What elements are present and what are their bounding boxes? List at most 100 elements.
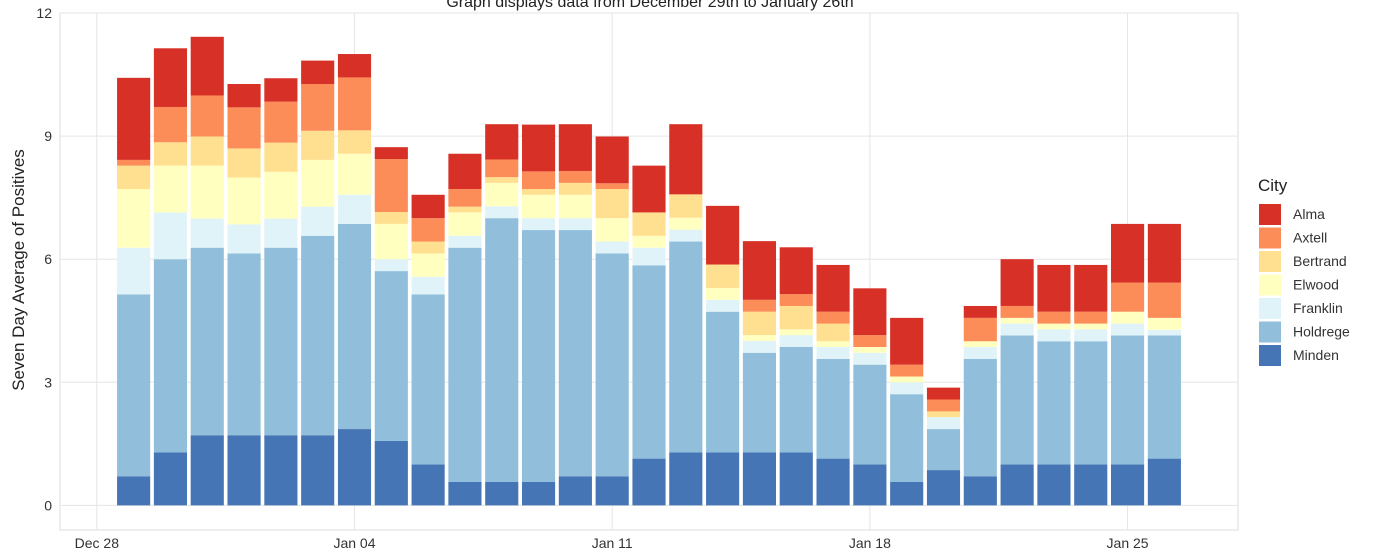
bar-segment [963,341,997,347]
bar-segment [1074,329,1108,342]
bar-segment [1037,464,1071,506]
bar-segment [227,177,261,225]
bar-segment [1000,323,1034,336]
bar-segment [190,136,224,166]
bar-segment [669,229,703,242]
bar-segment [816,311,850,324]
bar-segment [1110,311,1145,324]
bar-segment [227,83,261,108]
bar-segment [742,335,777,341]
bar-segment [117,189,151,248]
bar-segment [190,247,224,436]
bar-segment [779,247,813,295]
bar-segment [1147,329,1181,336]
bar-segment [337,77,372,131]
bar-segment [227,107,261,149]
x-tick-label: Jan 11 [592,535,633,551]
bar-segment [337,429,372,506]
bar-segment [374,259,408,272]
bar-segment [448,212,482,236]
bar-segment [190,435,224,506]
bar-segment [301,235,335,436]
bar-segment [337,194,372,224]
legend-title: City [1258,176,1288,195]
bar-segment [890,481,924,506]
bar-segment [595,253,629,477]
bar-segment [264,218,298,248]
bar-segment [963,346,997,359]
bar-segment [411,194,445,219]
bar-segment [485,177,519,183]
bar-segment [816,341,850,347]
bar-segment [595,218,629,242]
bar-segment [485,182,519,207]
bar-segment [558,182,592,195]
legend-label: Minden [1293,347,1339,363]
bar-segment [411,464,445,506]
bar-segment [1147,282,1181,318]
bar-segment [1000,317,1034,324]
bar-segment [190,218,224,248]
x-tick-label: Jan 25 [1107,535,1149,551]
bar-segment [779,329,813,336]
bar-segment [153,452,188,506]
bar-segment [816,346,850,359]
bar-segment [742,299,777,312]
bar-segment [816,264,850,312]
bar-segment [337,130,372,154]
bar-segment [374,147,408,160]
bar-segment [779,294,813,306]
bar-segment [669,124,703,195]
bar-segment [374,223,408,260]
bar-segment [963,476,997,506]
bar-segment [706,264,740,288]
bar-segment [411,253,445,277]
bar-segment [337,54,372,78]
bar-segment [853,464,887,506]
bar-segment [1074,464,1108,506]
bar-segment [448,235,482,248]
bar-segment [190,36,224,96]
bar-segment [190,95,224,137]
bar-segment [301,60,335,84]
bar-segment [485,206,519,219]
x-tick-label: Jan 04 [333,535,375,551]
bar-segment [890,382,924,395]
bar-segment [301,159,335,207]
bar-segment [890,376,924,383]
y-axis-label: Seven Day Average of Positives [9,149,28,391]
bar-segment [742,352,777,453]
bar-segment [706,299,740,312]
y-tick-label: 9 [44,128,52,144]
bar-segment [853,352,887,365]
bar-segment [374,212,408,224]
bar-segment [411,294,445,465]
bar-segment [521,230,556,482]
bar-segment [1037,264,1071,312]
bar-segment [742,452,777,506]
legend-swatch [1259,204,1281,225]
bar-segment [1110,335,1145,465]
bar-segment [521,218,556,231]
bar-segment [1147,317,1181,330]
legend-label: Holdrege [1293,324,1350,340]
bar-segment [374,159,408,213]
legend-swatch [1259,227,1281,249]
bar-segment [595,189,629,219]
bar-segment [595,476,629,506]
bar-segment [595,241,629,254]
bar-segment [117,247,151,295]
bar-segment [632,247,666,266]
bar-segment [1037,329,1071,342]
bar-segment [853,346,887,353]
legend-swatch [1259,274,1281,296]
bar-segment [411,218,445,242]
bar-segment [117,159,151,166]
bar-segment [1074,311,1108,324]
bar-segment [779,305,813,330]
bar-segment [963,305,997,318]
bar-segment [963,317,997,342]
bar-segment [301,83,335,131]
bar-segment [374,440,408,506]
